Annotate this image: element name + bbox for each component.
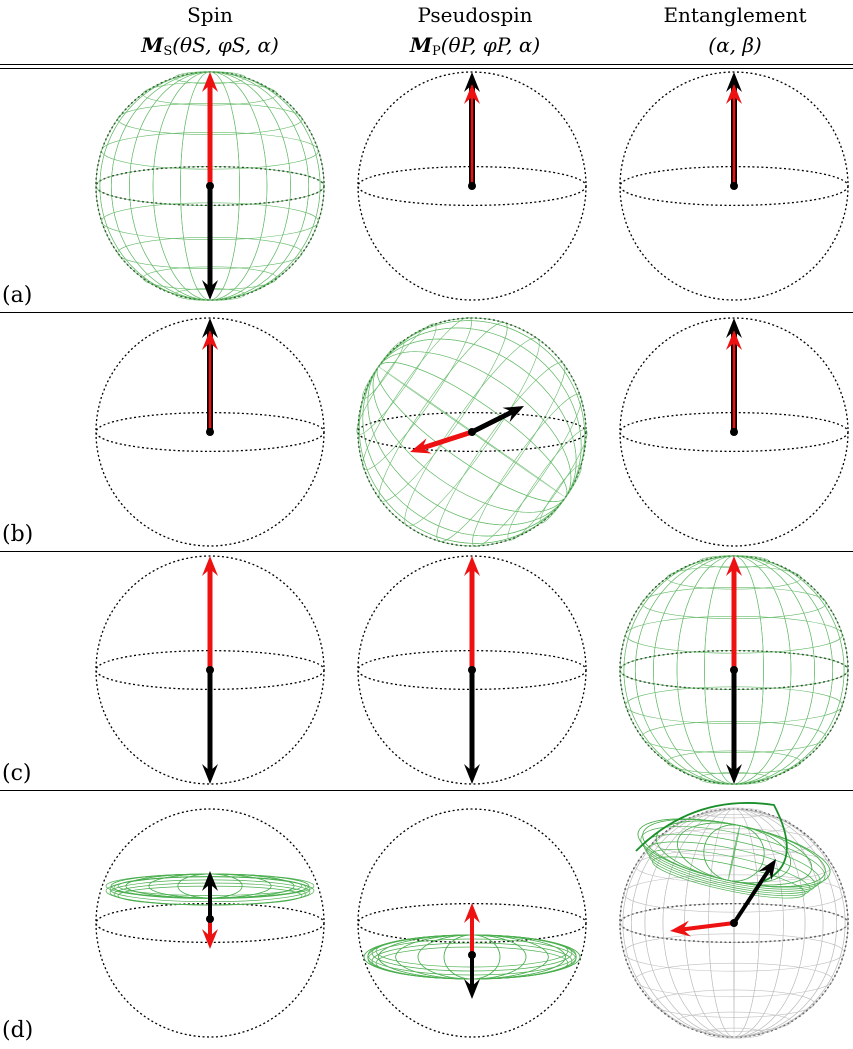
red-vector	[410, 429, 473, 454]
sphere-c-spin	[95, 555, 325, 785]
sphere-b-entanglement	[619, 317, 849, 547]
vector-origin	[468, 428, 476, 436]
red-vector	[202, 919, 218, 949]
red-vector	[464, 84, 480, 186]
red-vector	[464, 556, 480, 670]
header-rule-bottom	[0, 68, 853, 69]
vector-origin	[206, 915, 214, 923]
header-rule-top	[0, 64, 853, 65]
red-vector	[464, 903, 480, 955]
header-spin-formula: MS(θS, φS, α)	[141, 33, 279, 59]
equator-ellipse	[619, 165, 849, 207]
sphere-c-pseudospin	[357, 555, 587, 785]
sphere-d-spin	[95, 808, 325, 1038]
red-vector	[726, 556, 742, 670]
sphere-b-spin	[95, 317, 325, 547]
row-divider-bc	[0, 551, 853, 552]
mesh	[637, 818, 831, 899]
equator-ellipse	[619, 411, 849, 453]
black-vector	[202, 670, 218, 784]
mesh	[356, 317, 588, 547]
red-vector	[726, 84, 742, 186]
vector-origin	[468, 951, 476, 959]
black-vector	[464, 955, 480, 999]
red-vector	[202, 72, 218, 186]
equator-ellipse	[95, 411, 325, 453]
mesh	[619, 807, 849, 1039]
black-vector	[732, 859, 776, 925]
header-entanglement: Entanglement (α, β)	[660, 0, 810, 60]
header-entanglement-title: Entanglement	[663, 3, 807, 27]
black-vector	[726, 670, 742, 784]
header-pseudospin-title: Pseudospin	[417, 3, 533, 27]
vector-origin	[730, 182, 738, 190]
header-spin-title: Spin	[187, 3, 233, 27]
vector-origin	[468, 182, 476, 190]
header-spin: Spin MS(θS, φS, α)	[130, 0, 290, 67]
black-vector	[202, 186, 218, 300]
row-label-a: (a)	[2, 283, 33, 308]
vector-origin	[206, 666, 214, 674]
row-divider-ab	[0, 312, 853, 313]
vector-origin	[206, 428, 214, 436]
vector-origin	[730, 428, 738, 436]
red-vector	[726, 330, 742, 432]
vector-origin	[730, 666, 738, 674]
red-vector	[670, 920, 735, 937]
black-vector	[202, 871, 218, 919]
header-entanglement-params: (α, β)	[708, 33, 762, 57]
red-vector	[202, 556, 218, 670]
row-label-c: (c)	[2, 761, 32, 786]
sphere-a-entanglement	[619, 71, 849, 301]
black-vector	[470, 406, 524, 435]
vector-origin	[730, 919, 738, 927]
row-divider-cd	[0, 790, 853, 791]
sphere-a-pseudospin	[357, 71, 587, 301]
vector-origin	[468, 666, 476, 674]
sphere-c-entanglement	[619, 555, 849, 785]
sphere-b-pseudospin	[356, 317, 588, 547]
black-vector	[464, 670, 480, 784]
sphere-d-entanglement	[619, 802, 849, 1039]
sphere-d-pseudospin	[357, 808, 587, 1038]
row-label-b: (b)	[2, 522, 34, 547]
red-vector	[202, 330, 218, 432]
equator-ellipse	[357, 165, 587, 207]
cap-boundary	[635, 802, 788, 882]
vector-origin	[206, 182, 214, 190]
row-label-d: (d)	[2, 1018, 34, 1043]
sphere-a-spin	[95, 71, 325, 301]
header-pseudospin-formula: MP(θP, φP, α)	[409, 33, 541, 59]
header-pseudospin: Pseudospin MP(θP, φP, α)	[385, 0, 565, 67]
